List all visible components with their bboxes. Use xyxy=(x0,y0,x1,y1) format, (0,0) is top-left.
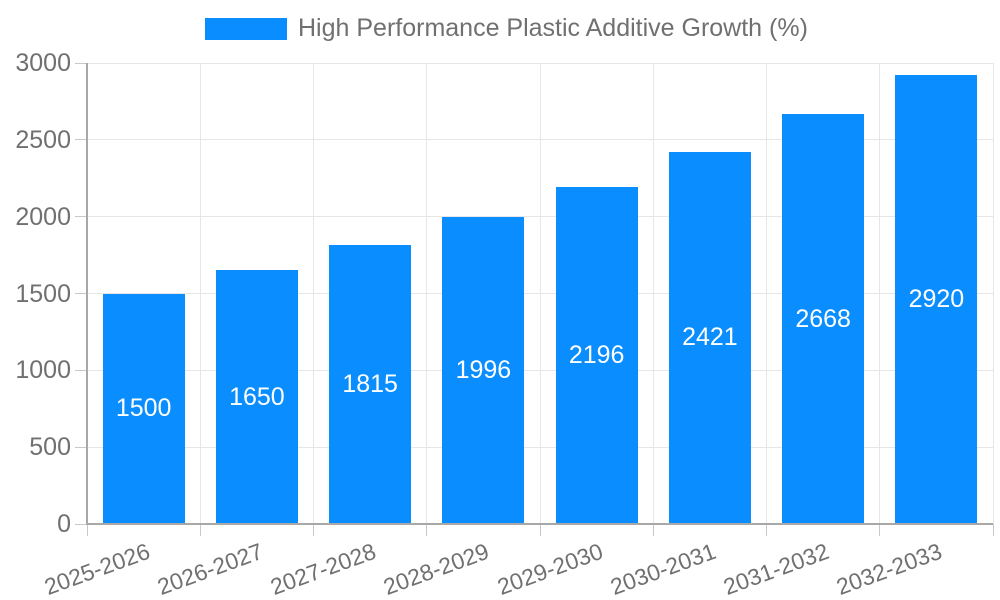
bar[interactable]: 1996 xyxy=(442,217,525,524)
gridline-vertical xyxy=(199,63,201,524)
bar[interactable]: 2668 xyxy=(782,114,865,524)
y-axis-tick xyxy=(75,369,87,371)
bar-value-label: 1815 xyxy=(342,370,398,399)
bar-value-label: 2920 xyxy=(908,285,965,314)
y-axis-label: 3000 xyxy=(15,49,71,77)
y-axis-label: 0 xyxy=(57,510,71,538)
x-axis-tick xyxy=(86,524,88,536)
legend[interactable]: High Performance Plastic Additive Growth… xyxy=(205,14,808,43)
x-axis-tick xyxy=(879,524,881,536)
bar-value-label: 1500 xyxy=(115,394,172,423)
y-axis-tick xyxy=(75,62,87,64)
y-axis-tick xyxy=(75,446,87,448)
x-axis-line xyxy=(87,523,993,525)
x-axis-tick xyxy=(992,524,994,536)
y-axis-label: 1000 xyxy=(15,356,71,385)
legend-swatch-icon xyxy=(205,17,287,40)
bar[interactable]: 1500 xyxy=(102,293,185,524)
y-axis-label: 2000 xyxy=(15,202,71,231)
x-axis-tick xyxy=(766,524,767,536)
gridline-vertical xyxy=(766,63,767,524)
x-axis-tick xyxy=(426,524,428,536)
x-axis-tick xyxy=(652,524,654,536)
bar-value-label: 2196 xyxy=(568,340,625,369)
x-axis-tick xyxy=(539,524,541,536)
x-axis-tick xyxy=(199,524,201,536)
gridline-vertical xyxy=(539,63,541,524)
x-axis-tick xyxy=(313,524,314,536)
y-axis-label: 500 xyxy=(29,433,71,462)
bar[interactable]: 2421 xyxy=(668,151,751,524)
bar[interactable]: 1815 xyxy=(329,245,412,524)
y-axis-line xyxy=(86,63,88,525)
y-axis-label: 1500 xyxy=(15,279,71,308)
bar[interactable]: 1650 xyxy=(215,270,298,524)
y-axis-tick xyxy=(75,216,87,218)
bar-value-label: 2668 xyxy=(795,304,851,333)
y-axis-label: 2500 xyxy=(15,125,71,154)
gridline-vertical xyxy=(426,63,428,524)
bar-value-label: 1996 xyxy=(455,356,512,385)
legend-label: High Performance Plastic Additive Growth… xyxy=(298,14,808,42)
bar-value-label: 1650 xyxy=(229,382,285,411)
y-axis-tick xyxy=(75,293,87,294)
bar-value-label: 2421 xyxy=(682,323,738,352)
gridline-vertical xyxy=(313,63,314,524)
gridline-vertical xyxy=(879,63,881,524)
gridline-vertical xyxy=(992,63,994,524)
y-axis-tick xyxy=(75,523,87,525)
bar[interactable]: 2196 xyxy=(555,186,638,524)
y-axis-tick xyxy=(75,139,87,141)
gridline-vertical xyxy=(652,63,654,524)
bar[interactable]: 2920 xyxy=(895,75,978,524)
